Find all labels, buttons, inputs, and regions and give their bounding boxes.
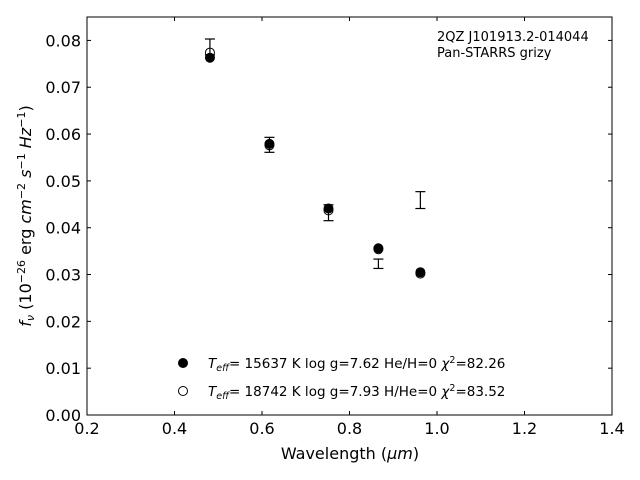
y-axis-label: fν (10−26 erg cm−2 s−1 Hz−1) xyxy=(15,105,37,326)
y-label-cm-exp: −2 xyxy=(15,183,28,199)
x-tick-label: 0.8 xyxy=(337,419,362,438)
legend-open-t-value: = 18742 K log g=7.93 H/He=0 xyxy=(229,384,441,400)
y-label-hz: Hz xyxy=(16,127,35,148)
x-tick-label: 0.4 xyxy=(162,419,187,438)
legend-entry-open: Teff= 18742 K log g=7.93 H/He=0 χ2=83.52 xyxy=(208,383,505,402)
legend-open-chi-exp: 2 xyxy=(449,383,455,394)
y-label-s-exp: −1 xyxy=(15,153,28,169)
tick-layer: 0.2 0.4 0.6 0.8 1.0 1.2 1.4 0.00 0.01 0.02 0.03 0.0… xyxy=(45,17,625,438)
y-label-cm: cm xyxy=(16,199,35,223)
y-label-open: (10 xyxy=(16,283,35,315)
y-tick-label: 0.05 xyxy=(45,172,81,191)
legend-marker-open xyxy=(178,386,188,396)
y-label-s: s xyxy=(16,170,35,178)
y-label-close: ) xyxy=(16,105,35,111)
legend-filled-t-value: = 15637 K log g=7.62 He/H=0 xyxy=(229,356,441,372)
model-points xyxy=(204,47,426,279)
annotation-survey-name: Pan-STARRS grizy xyxy=(437,46,552,61)
legend-open-t-sub: eff xyxy=(216,391,230,402)
x-axis-label-close: ) xyxy=(413,444,419,463)
legend-filled-chi: χ xyxy=(440,356,450,372)
legend-marker-filled xyxy=(178,358,188,368)
model-point-open xyxy=(323,205,334,216)
x-tick-label: 1.2 xyxy=(512,419,537,438)
y-tick-label: 0.08 xyxy=(45,31,81,50)
plot-frame xyxy=(86,16,613,416)
y-tick-label: 0.07 xyxy=(45,78,81,97)
legend-filled-chi-exp: 2 xyxy=(449,355,455,366)
y-tick-label: 0.03 xyxy=(45,266,81,285)
legend: Teff= 15637 K log g=7.62 He/H=0 χ2=82.26… xyxy=(178,355,505,402)
y-tick-label: 0.00 xyxy=(45,406,81,425)
x-axis-label: Wavelength (μm) xyxy=(281,444,419,463)
model-point-open xyxy=(373,244,384,255)
y-label-hz-exp: −1 xyxy=(15,112,28,128)
y-label-nu: ν xyxy=(24,315,37,321)
y-label-erg: erg xyxy=(16,224,35,260)
legend-filled-t-sub: eff xyxy=(216,363,230,374)
legend-filled-t: T xyxy=(208,356,218,372)
x-tick-label: 1.4 xyxy=(599,419,624,438)
legend-filled-chi-value: =82.26 xyxy=(455,356,505,372)
observed-errorbar xyxy=(415,191,426,210)
model-point-open xyxy=(264,140,275,151)
legend-open-chi-value: =83.52 xyxy=(455,384,505,400)
y-label-f: f xyxy=(16,319,35,327)
model-point-open xyxy=(204,47,215,58)
x-tick-label: 1.0 xyxy=(424,419,449,438)
x-tick-label: 0.2 xyxy=(74,419,99,438)
legend-entry-filled: Teff= 15637 K log g=7.62 He/H=0 χ2=82.26 xyxy=(208,355,505,374)
y-tick-label: 0.04 xyxy=(45,219,81,238)
x-axis-label-unit: μm xyxy=(386,444,413,463)
model-point-open xyxy=(415,268,426,279)
y-tick-label: 0.06 xyxy=(45,125,81,144)
x-tick-label: 0.6 xyxy=(249,419,274,438)
legend-open-t: T xyxy=(208,384,218,400)
annotation-object-name: 2QZ J101913.2-014044 xyxy=(437,30,589,45)
legend-open-chi: χ xyxy=(440,384,450,400)
y-tick-label: 0.01 xyxy=(45,359,81,378)
y-label-exp: −26 xyxy=(15,260,28,283)
model-point-filled xyxy=(323,203,334,214)
x-axis-label-text: Wavelength ( xyxy=(281,444,387,463)
y-tick-label: 0.02 xyxy=(45,312,81,331)
model-point-filled xyxy=(204,52,215,63)
observed-errorbar xyxy=(373,258,384,270)
